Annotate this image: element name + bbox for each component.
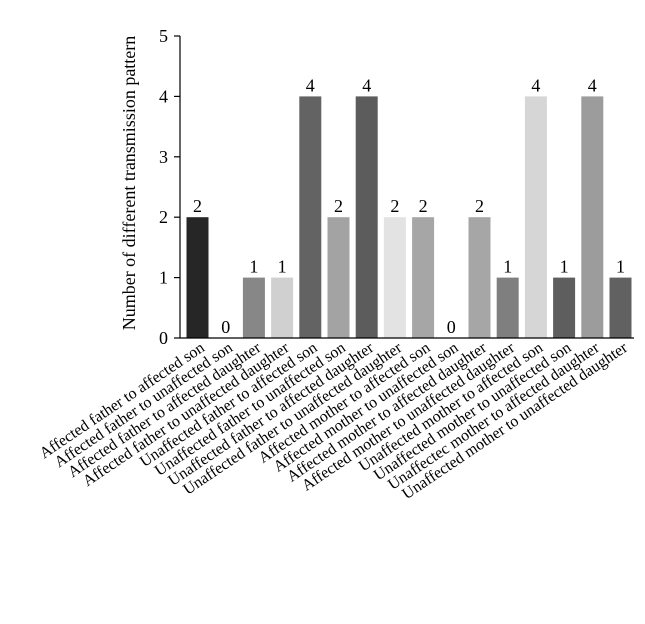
y-axis-title: Number of different transmission pattern	[119, 36, 139, 331]
bar	[327, 217, 350, 338]
bar	[468, 217, 491, 338]
y-tick-label: 3	[159, 147, 168, 167]
bar	[355, 96, 378, 339]
y-tick-label: 2	[159, 207, 168, 227]
data-label: 1	[560, 257, 569, 277]
data-label: 1	[278, 257, 287, 277]
data-label: 2	[193, 196, 202, 216]
bar	[496, 277, 519, 338]
x-category-labels: Affected father to affected sonAffected …	[37, 339, 632, 503]
data-label: 4	[362, 75, 371, 95]
bar	[524, 96, 547, 339]
data-label: 2	[390, 196, 399, 216]
data-label: 4	[588, 75, 597, 95]
bar	[609, 277, 632, 338]
bar	[581, 96, 604, 339]
bar	[299, 96, 322, 339]
y-tick-label: 4	[159, 86, 168, 106]
data-label: 1	[616, 257, 625, 277]
bar	[242, 277, 265, 338]
y-tick-label: 0	[159, 328, 168, 348]
data-label: 4	[306, 75, 315, 95]
bars-layer	[186, 96, 632, 339]
data-label: 2	[419, 196, 428, 216]
data-label: 4	[531, 75, 540, 95]
bar	[412, 217, 435, 338]
data-label: 2	[334, 196, 343, 216]
data-label: 2	[475, 196, 484, 216]
y-tick-label: 1	[159, 268, 168, 288]
y-ticks-layer: 0 1 2 3 4 5	[159, 26, 180, 348]
data-label: 1	[503, 257, 512, 277]
bar	[186, 217, 209, 338]
data-label: 0	[221, 317, 230, 337]
y-tick-label: 5	[159, 26, 168, 46]
axes-layer	[179, 36, 634, 339]
bar	[553, 277, 576, 338]
bar	[271, 277, 294, 338]
data-label: 1	[249, 257, 258, 277]
data-label: 0	[447, 317, 456, 337]
bar	[383, 217, 406, 338]
